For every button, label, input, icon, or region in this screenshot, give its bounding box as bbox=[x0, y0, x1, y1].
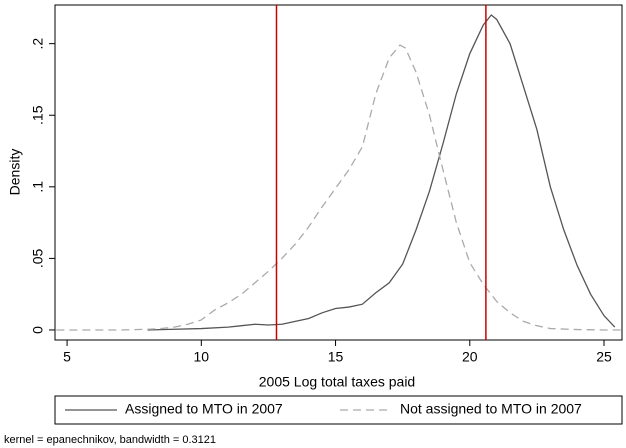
y-tick-label: .05 bbox=[30, 248, 46, 268]
y-tick-label: .15 bbox=[30, 105, 46, 125]
note: kernel = epanechnikov, bandwidth = 0.312… bbox=[4, 434, 216, 446]
x-tick-label: 15 bbox=[328, 349, 344, 365]
series-line bbox=[56, 44, 623, 331]
x-axis-label: 2005 Log total taxes paid bbox=[259, 374, 415, 390]
series-line bbox=[147, 14, 616, 331]
legend-label: Assigned to MTO in 2007 bbox=[125, 401, 283, 417]
legend-label: Not assigned to MTO in 2007 bbox=[400, 401, 582, 417]
x-tick-label: 25 bbox=[596, 349, 612, 365]
plot-frame bbox=[54, 4, 623, 341]
y-tick-label: .2 bbox=[30, 38, 46, 50]
y-tick-label: 0 bbox=[30, 326, 46, 334]
y-axis-label: Density bbox=[7, 149, 23, 196]
x-tick-label: 10 bbox=[194, 349, 210, 365]
x-tick-label: 5 bbox=[63, 349, 71, 365]
x-tick-label: 20 bbox=[462, 349, 478, 365]
legend-box bbox=[54, 395, 623, 425]
y-tick-label: .1 bbox=[30, 181, 46, 193]
